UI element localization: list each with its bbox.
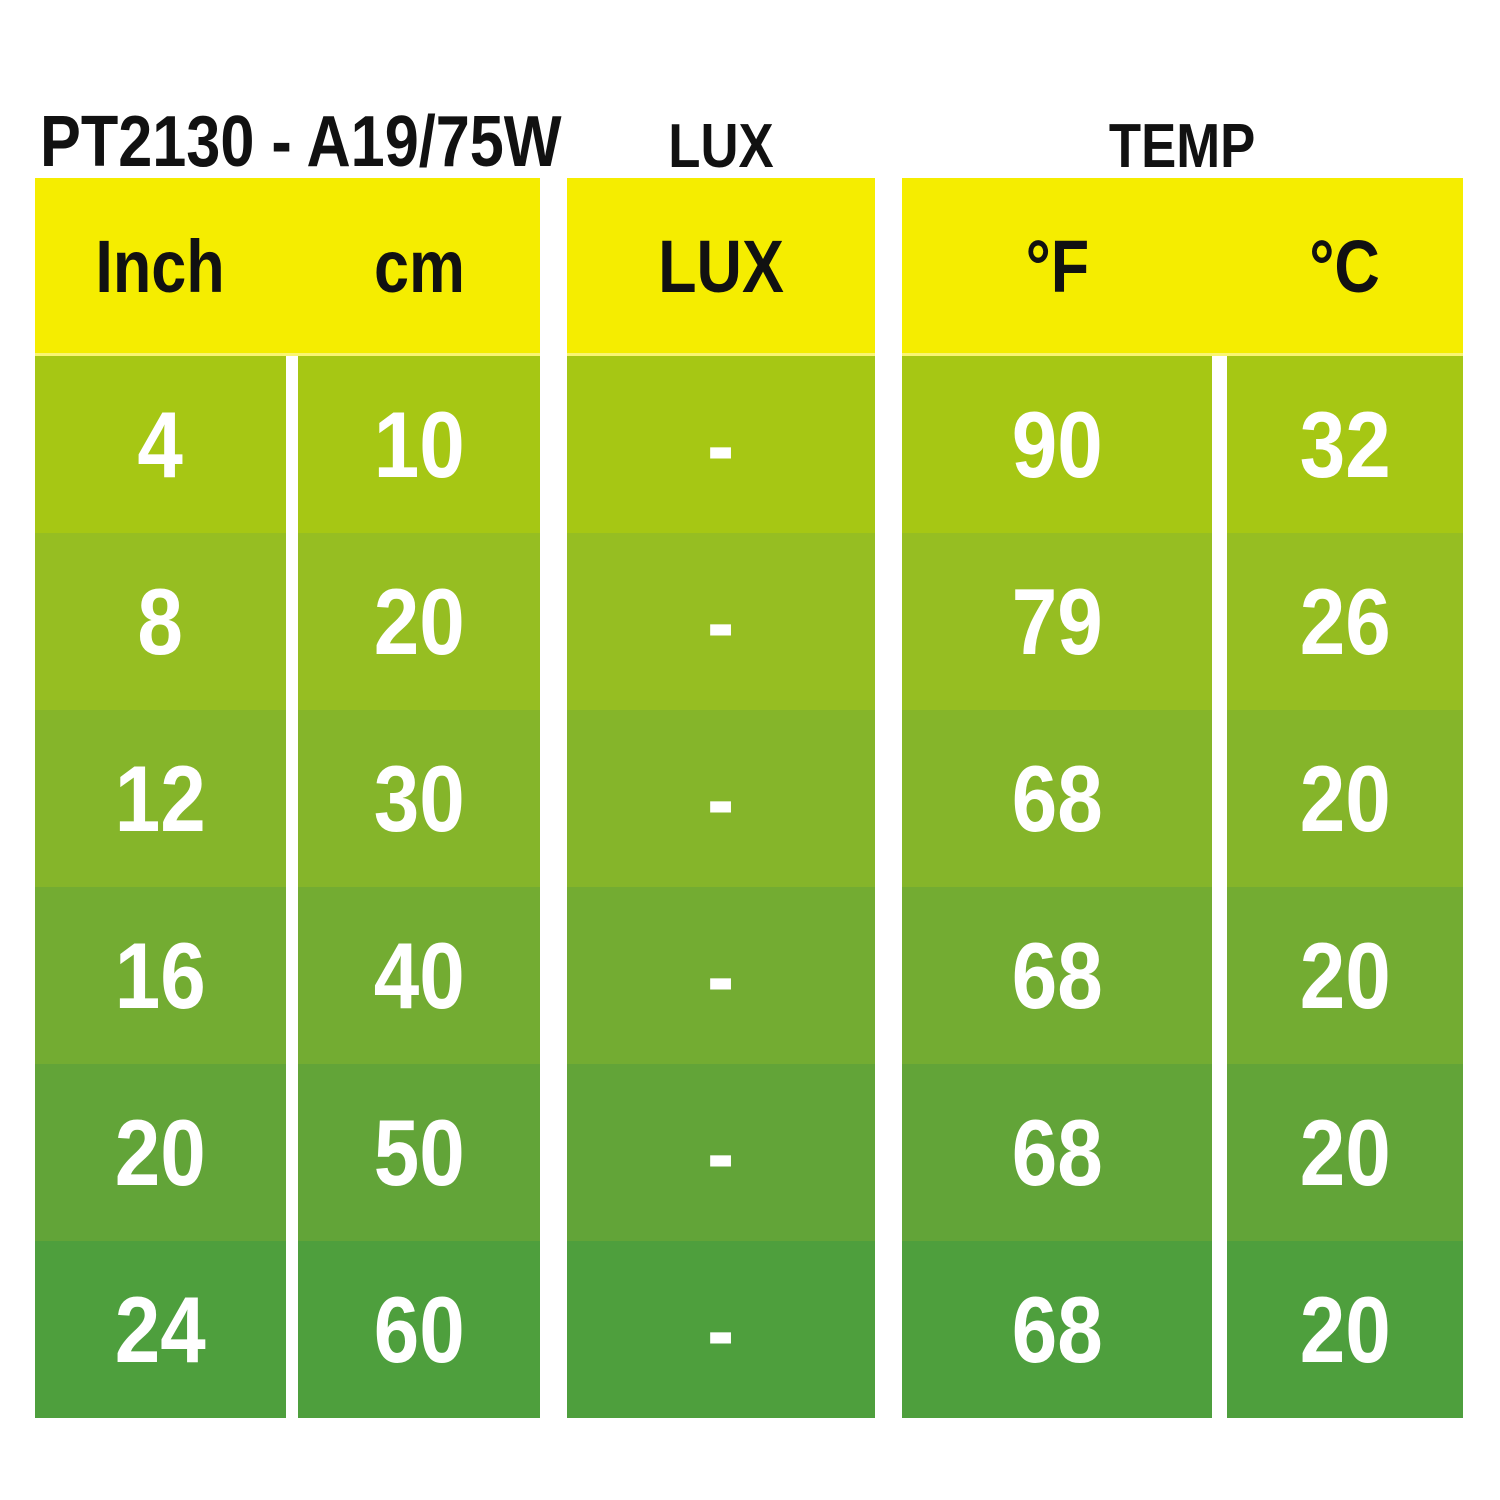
lux-section-text: LUX bbox=[668, 112, 774, 181]
cell-value: 60 bbox=[373, 1276, 465, 1382]
column-header-fahrenheit-text: °F bbox=[1025, 225, 1089, 308]
product-code-title: PT2130 - A19/75W bbox=[40, 0, 654, 204]
cell-value: 68 bbox=[1011, 1099, 1103, 1205]
cell-value: 90 bbox=[1011, 391, 1103, 497]
cell-value: - bbox=[707, 745, 735, 851]
cell-value: 20 bbox=[1299, 1099, 1391, 1205]
cell-value: - bbox=[707, 1099, 735, 1205]
cell-value: - bbox=[707, 568, 735, 674]
cell-cm-row4: 40 bbox=[298, 887, 540, 1064]
cell-value: 10 bbox=[373, 391, 465, 497]
column-header-inch: Inch bbox=[35, 178, 286, 356]
cell-value: 68 bbox=[1011, 745, 1103, 851]
cell-c-row1: 32 bbox=[1227, 356, 1463, 533]
cell-value: 16 bbox=[115, 922, 206, 1028]
cell-c-row3: 20 bbox=[1227, 710, 1463, 887]
cell-value: 12 bbox=[115, 745, 206, 851]
column-header-lux: LUX bbox=[567, 178, 875, 356]
cell-f-row3: 68 bbox=[902, 710, 1212, 887]
cell-inch-row6: 24 bbox=[35, 1241, 286, 1418]
lux-section-heading: LUX bbox=[567, 0, 875, 210]
cell-cm-row6: 60 bbox=[298, 1241, 540, 1418]
cell-value: 30 bbox=[373, 745, 465, 851]
header-group-distance: Inch cm bbox=[35, 178, 540, 356]
cell-f-row1: 90 bbox=[902, 356, 1212, 533]
column-header-inch-text: Inch bbox=[95, 225, 226, 308]
temp-section-heading: TEMP bbox=[902, 0, 1463, 210]
cell-inch-row1: 4 bbox=[35, 356, 286, 533]
column-header-celsius: °C bbox=[1227, 178, 1463, 356]
column-header-cm: cm bbox=[298, 178, 540, 356]
spec-table: Inch cm LUX °F °C 4 10 - 90 32 8 20 - 79 26 12 30 - 6… bbox=[35, 178, 1463, 1418]
cell-value: 8 bbox=[137, 568, 184, 674]
cell-value: 20 bbox=[1299, 922, 1391, 1028]
cell-value: 68 bbox=[1011, 1276, 1103, 1382]
cell-value: 20 bbox=[373, 568, 465, 674]
cell-c-row4: 20 bbox=[1227, 887, 1463, 1064]
temp-section-text: TEMP bbox=[1109, 112, 1256, 181]
cell-lux-row3: - bbox=[567, 710, 875, 887]
cell-value: 20 bbox=[115, 1099, 206, 1205]
cell-inch-row2: 8 bbox=[35, 533, 286, 710]
cell-value: 20 bbox=[1299, 1276, 1391, 1382]
column-header-cm-text: cm bbox=[373, 225, 465, 308]
column-header-lux-text: LUX bbox=[658, 225, 784, 308]
cell-value: 40 bbox=[373, 922, 465, 1028]
cell-f-row6: 68 bbox=[902, 1241, 1212, 1418]
cell-value: - bbox=[707, 922, 735, 1028]
cell-lux-row5: - bbox=[567, 1064, 875, 1241]
cell-lux-row6: - bbox=[567, 1241, 875, 1418]
cell-c-row6: 20 bbox=[1227, 1241, 1463, 1418]
column-header-celsius-text: °C bbox=[1309, 225, 1381, 308]
header-group-temp: °F °C bbox=[902, 178, 1463, 356]
cell-value: 4 bbox=[137, 391, 184, 497]
cell-cm-row5: 50 bbox=[298, 1064, 540, 1241]
cell-lux-row1: - bbox=[567, 356, 875, 533]
cell-value: 26 bbox=[1299, 568, 1391, 674]
cell-cm-row3: 30 bbox=[298, 710, 540, 887]
cell-value: 32 bbox=[1299, 391, 1391, 497]
cell-cm-row1: 10 bbox=[298, 356, 540, 533]
cell-cm-row2: 20 bbox=[298, 533, 540, 710]
cell-inch-row3: 12 bbox=[35, 710, 286, 887]
cell-value: 24 bbox=[115, 1276, 206, 1382]
product-code-text: PT2130 - A19/75W bbox=[40, 102, 562, 182]
cell-value: 50 bbox=[373, 1099, 465, 1205]
cell-value: 20 bbox=[1299, 745, 1391, 851]
cell-f-row2: 79 bbox=[902, 533, 1212, 710]
column-header-fahrenheit: °F bbox=[902, 178, 1212, 356]
cell-lux-row2: - bbox=[567, 533, 875, 710]
header-group-lux: LUX bbox=[567, 178, 875, 356]
cell-f-row4: 68 bbox=[902, 887, 1212, 1064]
cell-f-row5: 68 bbox=[902, 1064, 1212, 1241]
cell-inch-row4: 16 bbox=[35, 887, 286, 1064]
cell-c-row5: 20 bbox=[1227, 1064, 1463, 1241]
cell-lux-row4: - bbox=[567, 887, 875, 1064]
cell-value: - bbox=[707, 391, 735, 497]
cell-c-row2: 26 bbox=[1227, 533, 1463, 710]
cell-value: 79 bbox=[1011, 568, 1103, 674]
cell-inch-row5: 20 bbox=[35, 1064, 286, 1241]
cell-value: - bbox=[707, 1276, 735, 1382]
cell-value: 68 bbox=[1011, 922, 1103, 1028]
